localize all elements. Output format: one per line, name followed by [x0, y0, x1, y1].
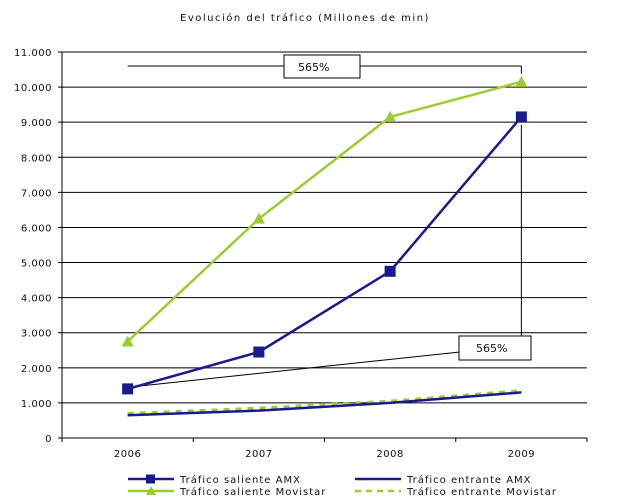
y-tick-label: 7.000 [21, 188, 52, 199]
legend-label: Tráfico saliente AMX [179, 474, 301, 486]
annotations: 565% 565% [127, 54, 532, 388]
data-point [253, 346, 265, 358]
data-point [252, 212, 265, 224]
legend-marker [146, 474, 155, 484]
data-point [515, 111, 527, 123]
series-line-2 [127, 391, 522, 417]
data-point [122, 383, 134, 395]
y-tick-label: 8.000 [21, 153, 52, 164]
x-tick-label: 2008 [376, 449, 403, 460]
x-tick-label: 2007 [245, 449, 272, 460]
annotation-label: 565% [476, 342, 507, 355]
annotation-box [458, 335, 532, 361]
data-point [515, 75, 528, 87]
y-tick-label: 9.000 [21, 118, 52, 129]
y-tick-label: 5.000 [21, 259, 52, 270]
legend-item: Tráfico entrante AMX [355, 474, 532, 486]
y-tick-label: 1.000 [21, 399, 52, 410]
legend-marker [146, 486, 156, 495]
y-tick-label: 6.000 [21, 223, 52, 234]
y-tick-label: 0 [45, 434, 52, 445]
legend-item: Tráfico saliente AMX [128, 474, 301, 486]
data-point [121, 335, 134, 347]
data-point [384, 265, 396, 277]
chart-title: Evolución del tráfico (Millones de min) [180, 12, 430, 24]
x-axis-ticks: 2006 2007 2008 2009 [61, 438, 588, 460]
legend: Tráfico saliente AMX Tráfico entrante AMX… [128, 474, 557, 497]
series-layer [121, 75, 528, 417]
data-point [384, 110, 397, 122]
y-tick-label: 4.000 [21, 294, 52, 305]
y-tick-label: 3.000 [21, 329, 52, 340]
series-line-1 [127, 116, 523, 391]
series-line-3 [126, 80, 522, 343]
legend-label: Tráfico entrante AMX [406, 474, 532, 486]
y-tick-label: 11.000 [14, 48, 52, 59]
y-axis-ticks: 0 1.000 2.000 3.000 4.000 5.000 6.000 7.000 8.00… [14, 48, 62, 445]
y-tick-label: 2.000 [21, 364, 52, 375]
x-tick-label: 2009 [508, 449, 535, 460]
x-tick-label: 2006 [114, 449, 141, 460]
y-tick-label: 10.000 [14, 83, 52, 94]
annotation-box [283, 54, 361, 79]
annotation-line [131, 351, 461, 388]
annotation-label: 565% [298, 61, 329, 74]
legend-item: Tráfico entrante Movistar [355, 486, 557, 497]
legend-label: Tráfico entrante Movistar [406, 486, 557, 497]
legend-item: Tráfico saliente Movistar [128, 486, 326, 497]
axes [61, 52, 587, 439]
series-line-4 [127, 389, 522, 415]
legend-label: Tráfico saliente Movistar [179, 486, 326, 497]
